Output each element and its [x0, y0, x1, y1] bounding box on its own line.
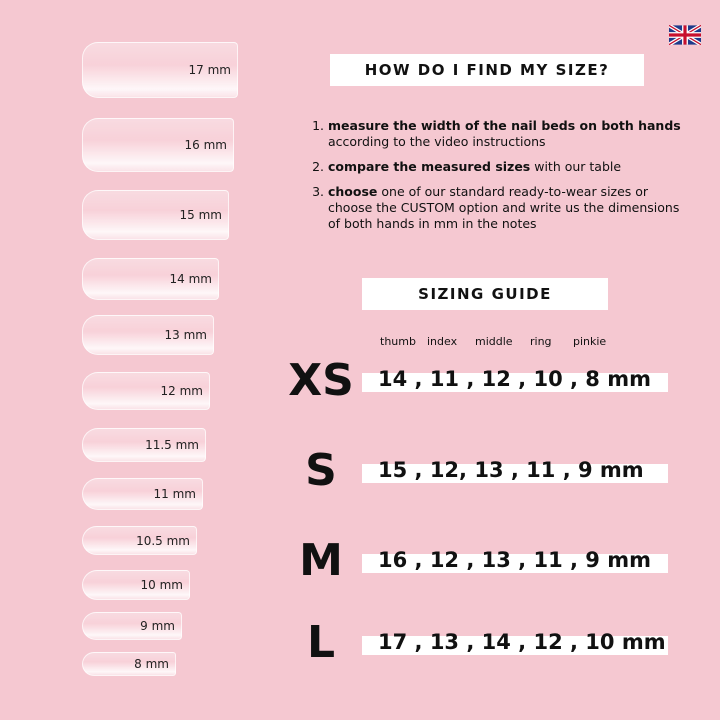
nail-15mm: 15 mm — [82, 190, 229, 240]
size-m-label: M — [299, 535, 343, 586]
size-s-values: 15 , 12, 13 , 11 , 9 mm — [362, 458, 668, 483]
nail-label: 15 mm — [179, 208, 222, 222]
nail-label: 11.5 mm — [145, 438, 199, 452]
instructions-list: measure the width of the nail beds on bo… — [310, 118, 688, 241]
nail-9mm: 9 mm — [82, 612, 182, 640]
uk-flag-icon[interactable] — [669, 25, 701, 45]
column-pinkie: pinkie — [573, 335, 607, 348]
nail-16mm: 16 mm — [82, 118, 234, 172]
nail-label: 8 mm — [134, 657, 169, 671]
nail-label: 10.5 mm — [136, 533, 190, 548]
nail-8mm: 8 mm — [82, 652, 176, 676]
nail-label: 11 mm — [153, 487, 196, 501]
find-size-header: HOW DO I FIND MY SIZE? — [330, 54, 644, 86]
nail-17mm: 17 mm — [82, 42, 238, 98]
size-m-values: 16 , 12 , 13 , 11 , 9 mm — [362, 548, 668, 573]
nail-13mm: 13 mm — [82, 315, 214, 355]
size-s-label: S — [305, 445, 337, 496]
nail-label: 12 mm — [160, 384, 203, 398]
step-1: measure the width of the nail beds on bo… — [328, 118, 688, 150]
nail-label: 16 mm — [184, 138, 227, 152]
nail-label: 17 mm — [188, 63, 231, 77]
column-thumb: thumb — [380, 335, 416, 348]
nail-label: 14 mm — [169, 272, 212, 286]
nail-11-5mm: 11.5 mm — [82, 428, 206, 462]
column-index: index — [427, 335, 458, 348]
column-middle: middle — [475, 335, 513, 348]
size-l-values: 17 , 13 , 14 , 12 , 10 mm — [362, 630, 668, 655]
nail-label: 9 mm — [140, 619, 175, 633]
nail-10-5mm: 10.5 mm — [82, 526, 197, 555]
nail-11mm: 11 mm — [82, 478, 203, 510]
size-xs-label: XS — [288, 355, 354, 406]
size-xs-values: 14 , 11 , 12 , 10 , 8 mm — [362, 367, 668, 392]
nail-14mm: 14 mm — [82, 258, 219, 300]
nail-12mm: 12 mm — [82, 372, 210, 410]
nail-10mm: 10 mm — [82, 570, 190, 600]
size-l-label: L — [306, 617, 336, 668]
step-2: compare the measured sizes with our tabl… — [328, 159, 688, 175]
step-3: choose one of our standard ready-to-wear… — [328, 184, 688, 232]
nail-label: 13 mm — [164, 328, 207, 342]
sizing-guide-title: SIZING GUIDE — [362, 278, 608, 310]
nail-label: 10 mm — [140, 578, 183, 592]
column-ring: ring — [530, 335, 552, 348]
